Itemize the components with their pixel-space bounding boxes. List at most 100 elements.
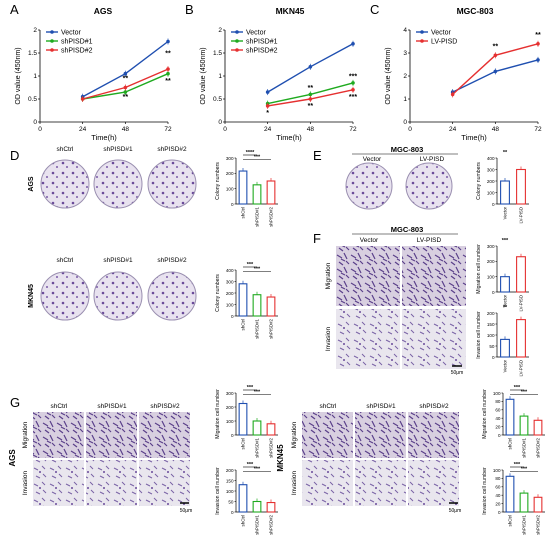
line-chart-B: 0 0.5 1 1.5 2 0 24 48 72 Time(h) OD value (450nm) V… [200, 27, 357, 142]
series-line-0 [452, 59, 539, 93]
bar [516, 319, 526, 358]
panel-title-C: MGC-803 [457, 6, 494, 16]
data-point [536, 42, 540, 46]
legend-label: shPISD#2 [61, 48, 93, 55]
bar [252, 184, 262, 205]
legend-marker [235, 48, 239, 52]
y-tick-label: 2 [218, 27, 222, 34]
invasion-image [86, 460, 137, 506]
legend-marker [235, 39, 239, 43]
invasion-image [336, 309, 400, 369]
bar-chart-D-MKN45: 0 100 200 300 400 Colony numbers shCtrl shPISD#… [215, 262, 278, 339]
significance-marker: *** [514, 462, 521, 468]
y-axis-label: Invasion cell number [215, 467, 221, 515]
column-label: Vector [360, 237, 379, 244]
bar [238, 170, 248, 205]
y-tick-label: 80 [495, 476, 501, 481]
x-tick-label: 24 [449, 126, 457, 133]
panel-letter-C: C [370, 2, 379, 17]
y-tick-label: 80 [495, 399, 501, 404]
significance-marker: **** [246, 150, 255, 156]
row-label: Migration [22, 421, 29, 448]
y-tick-label: 1.5 [213, 50, 222, 57]
y-tick-label: 200 [226, 171, 234, 176]
column-label: shPISD#1 [103, 257, 133, 264]
bar [238, 484, 248, 513]
significance-marker: *** [502, 238, 509, 244]
x-tick-label: 72 [349, 126, 357, 133]
y-tick-label: 0 [492, 202, 495, 207]
category-label: shPISD#1 [522, 437, 527, 457]
legend-marker [420, 30, 424, 34]
category-label: LV-PISD [519, 295, 524, 312]
panel-letter-F: F [313, 231, 321, 246]
significance-marker: *** [514, 385, 521, 391]
bar [519, 415, 529, 436]
colony-dish-mkn45 [93, 271, 143, 321]
data-point [493, 53, 498, 58]
legend-marker [420, 39, 424, 43]
migration-image [139, 412, 190, 458]
bar-chart-G-MKN45-Inv: 0 20 40 60 80 100 Invasion cell number shCtrl sh… [482, 462, 545, 535]
legend-marker [50, 39, 54, 43]
x-tick-label: 24 [264, 126, 272, 133]
y-tick-label: 50 [489, 344, 495, 349]
colony-dish-mkn45 [147, 271, 197, 321]
data-point [123, 71, 128, 76]
row-label: Migration [291, 421, 298, 448]
category-label: shCtrl [241, 438, 246, 449]
column-label: shPISD#1 [366, 403, 396, 410]
invasion-image [408, 460, 459, 506]
legend-marker [50, 48, 54, 52]
column-label: shPISD#2 [150, 403, 180, 410]
x-axis-label: Time(h) [91, 133, 117, 142]
invasion-image [139, 460, 190, 506]
bar [505, 475, 515, 513]
y-tick-label: 60 [495, 408, 501, 413]
legend-marker [50, 30, 54, 34]
invasion-image [33, 460, 84, 506]
y-tick-label: 400 [487, 156, 495, 161]
category-label: shPISD#1 [255, 514, 260, 534]
category-label: shPISD#2 [269, 206, 274, 226]
bar [519, 492, 529, 513]
migration-image [86, 412, 137, 458]
significance-marker: ** [308, 85, 314, 92]
category-label: shPISD#1 [522, 514, 527, 534]
y-tick-label: 150 [226, 478, 234, 483]
y-tick-label: 0 [231, 314, 234, 319]
legend-label: Vector [61, 30, 82, 37]
bar [238, 402, 248, 436]
column-label: shCtrl [57, 146, 75, 153]
panel-letter-E: E [313, 148, 322, 163]
y-axis-label: Invasion cell number [476, 311, 482, 359]
legend-label: shPISD#1 [61, 39, 93, 46]
x-tick-label: 0 [223, 126, 227, 133]
column-label: shPISD#2 [157, 146, 187, 153]
bar-chart-G-AGS-Mig: 0 100 200 300 Migration cell number shCtrl shP… [215, 385, 278, 458]
panel-title-E: MGC-803 [391, 145, 424, 154]
data-point [536, 58, 540, 62]
y-tick-label: 200 [226, 405, 234, 410]
category-label: Vector [503, 206, 508, 219]
y-tick-label: 0 [492, 355, 495, 360]
significance-marker: *** [247, 262, 254, 268]
y-axis-label: Migration cell number [476, 244, 482, 294]
y-tick-label: 100 [487, 190, 495, 195]
data-point [166, 39, 170, 44]
category-label: shCtrl [241, 319, 246, 330]
data-point [265, 104, 270, 108]
significance-marker: *** [247, 385, 254, 391]
y-tick-label: 200 [487, 311, 495, 316]
row-label: MKN45 [276, 444, 285, 472]
data-point [166, 71, 170, 76]
category-label: shPISD#1 [255, 206, 260, 226]
bar [266, 423, 276, 436]
data-point [351, 88, 355, 92]
column-label: shPISD#1 [103, 146, 133, 153]
bar [533, 496, 543, 513]
migration-image [355, 412, 406, 458]
significance-marker: *** [521, 467, 528, 473]
data-point [80, 97, 85, 101]
